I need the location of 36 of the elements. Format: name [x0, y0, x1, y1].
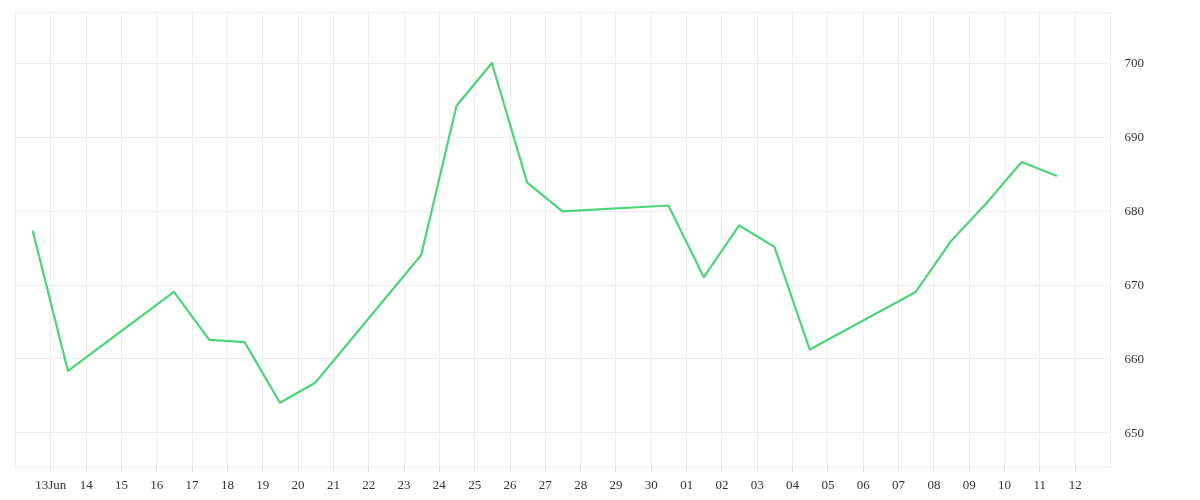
y-tick-label: 660: [1124, 350, 1144, 366]
y-tick-label: 700: [1124, 55, 1144, 71]
x-tick-label: 02: [715, 476, 729, 492]
x-tick-label: 19: [256, 476, 270, 492]
y-tick-label: 690: [1124, 129, 1144, 145]
x-tick-label: 27: [538, 476, 553, 492]
x-tick-label: 28: [574, 476, 588, 492]
x-tick-label: 26: [503, 476, 518, 492]
x-tick-label: 21: [326, 476, 340, 492]
x-tick-label: 25: [468, 476, 482, 492]
x-tick-label: 18: [220, 476, 234, 492]
x-tick-label: 23: [397, 476, 411, 492]
x-tick-label: 01: [680, 476, 694, 492]
x-tick-label: 06: [856, 476, 871, 492]
x-tick-label: 22: [362, 476, 376, 492]
y-tick-label: 650: [1124, 424, 1144, 440]
x-tick-label: 30: [644, 476, 658, 492]
x-tick-label: 14: [79, 476, 94, 492]
x-tick-label: 16: [150, 476, 164, 492]
y-tick-label: 680: [1124, 203, 1144, 219]
x-tick-label: 10: [998, 476, 1012, 492]
x-tick-label: 15: [114, 476, 128, 492]
x-tick-label: 03: [750, 476, 764, 492]
x-tick-label: 17: [185, 476, 200, 492]
x-tick-label: 29: [609, 476, 623, 492]
x-tick-label: 12: [1068, 476, 1082, 492]
x-tick-label: 11: [1033, 476, 1047, 492]
y-tick-label: 670: [1124, 277, 1144, 293]
x-tick-label: 04: [786, 476, 800, 492]
x-tick-label: 05: [821, 476, 835, 492]
x-tick-label: 07: [892, 476, 906, 492]
x-tick-label: 08: [927, 476, 941, 492]
x-tick-label: 13Jun: [35, 476, 67, 492]
x-tick-label: 09: [962, 476, 976, 492]
x-tick-label: 20: [291, 476, 305, 492]
x-tick-label: 24: [432, 476, 447, 492]
